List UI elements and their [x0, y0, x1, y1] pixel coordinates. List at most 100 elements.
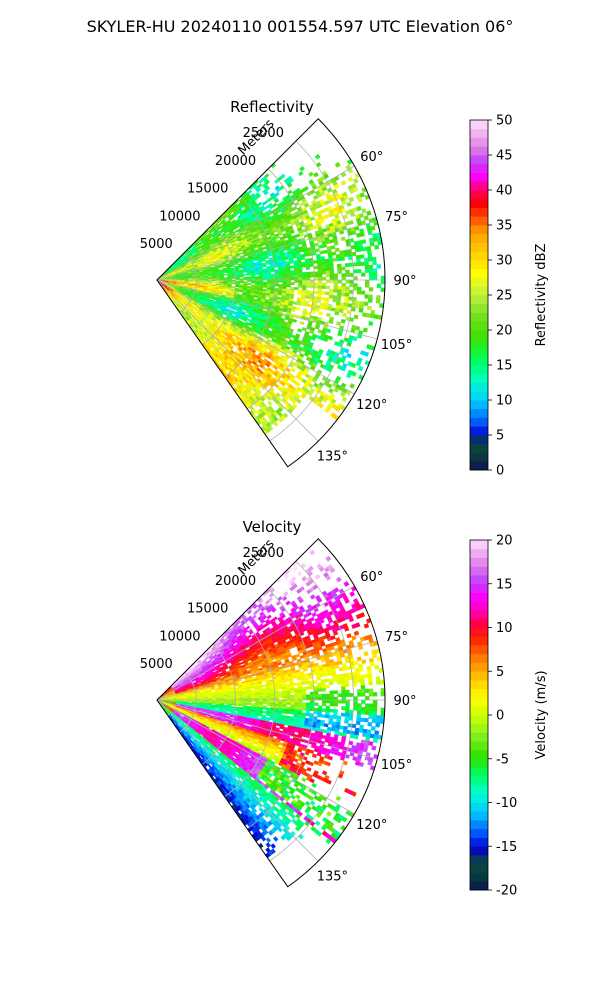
radar-cell	[340, 292, 346, 297]
radar-cell	[366, 305, 372, 311]
radar-cell	[355, 325, 361, 331]
radar-cell	[364, 264, 370, 270]
colorbar-tick-label: 10	[496, 394, 513, 409]
radar-cell	[313, 282, 319, 286]
radar-cell	[317, 282, 323, 287]
radar-cell	[207, 274, 213, 277]
radar-cell	[329, 276, 335, 281]
radar-cell	[292, 255, 298, 259]
radar-cell	[183, 283, 189, 285]
radar-cell	[317, 288, 323, 292]
radar-cell	[333, 241, 339, 246]
radar-cell	[263, 190, 269, 196]
radar-cell	[317, 273, 323, 278]
radar-cell	[254, 276, 260, 279]
radar-cell	[261, 264, 267, 268]
radar-cell	[260, 258, 266, 262]
radar-cell	[274, 283, 280, 287]
radar-cell	[302, 274, 307, 278]
radar-cell	[322, 243, 328, 248]
radar-cell	[257, 201, 263, 207]
panel-title: Velocity	[243, 518, 302, 536]
radar-cell	[329, 273, 335, 278]
radar-cell	[367, 230, 373, 236]
radar-cell	[319, 305, 325, 310]
radar-cell	[340, 318, 346, 324]
radar-cell	[364, 283, 370, 288]
panel-reflectivity: Reflectivity60°75°90°105°120°135°5000100…	[140, 98, 549, 479]
radar-cell	[314, 248, 320, 253]
radar-cell	[367, 298, 373, 303]
radar-cell	[325, 291, 330, 296]
radar-cell	[316, 299, 322, 304]
radar-cell	[309, 282, 315, 286]
radar-cell	[287, 182, 293, 188]
radar-cell	[327, 335, 333, 341]
radar-cell	[289, 260, 294, 264]
radar-cell	[277, 292, 283, 296]
radar-cell	[380, 279, 386, 285]
colorbar-tick-label: 40	[496, 184, 513, 199]
radar-cell	[363, 215, 369, 221]
radar-cell	[294, 272, 299, 276]
radar-cell	[353, 283, 358, 288]
radar-cell	[369, 241, 375, 247]
radar-cell	[294, 274, 299, 278]
radar-cell	[355, 304, 361, 309]
radar-cell	[337, 270, 342, 274]
radar-cell	[337, 279, 343, 284]
radar-cell	[321, 285, 327, 290]
radar-cell	[328, 294, 334, 299]
radar-cell	[290, 274, 295, 278]
colorbar-tick-label: 35	[496, 219, 513, 234]
radar-cell	[309, 274, 315, 278]
radar-cell	[358, 247, 364, 252]
colorbar-swatch	[470, 260, 488, 270]
radar-cell	[286, 272, 291, 276]
radar-cell	[380, 275, 386, 281]
radar-cell	[247, 189, 253, 195]
radar-cell	[290, 282, 295, 286]
radar-cell	[317, 268, 323, 272]
radar-cell	[223, 271, 228, 274]
radar-cell	[366, 210, 372, 216]
radar-cell	[282, 595, 288, 602]
radar-cell	[290, 270, 295, 274]
radar-cell	[354, 247, 360, 253]
radar-cell	[325, 279, 331, 284]
radar-cell	[302, 282, 307, 286]
radar-cell	[253, 295, 259, 298]
radar-cell	[363, 257, 369, 263]
radar-cell	[336, 292, 342, 297]
radar-cell	[251, 614, 257, 620]
radar-cell	[313, 285, 319, 289]
radar-cell	[262, 281, 268, 285]
radar-cell	[333, 279, 338, 284]
radar-cell	[290, 272, 295, 276]
colorbar-swatch	[470, 146, 488, 156]
radar-cell	[335, 576, 342, 583]
radar-cell	[321, 282, 327, 287]
radar-cell	[235, 285, 240, 288]
radar-cell	[309, 285, 315, 289]
radar-cell	[321, 265, 326, 269]
radar-cell	[266, 614, 272, 620]
radar-cell	[323, 249, 329, 254]
radar-cell	[301, 284, 307, 289]
radar-cell	[372, 272, 378, 277]
radar-cell	[297, 267, 303, 271]
radar-cell	[325, 328, 332, 334]
radar-cell	[363, 351, 370, 357]
radar-cell	[353, 314, 359, 320]
colorbar-swatch	[470, 216, 488, 226]
radar-cell	[368, 294, 373, 300]
radar-cell	[299, 302, 305, 307]
radar-cell	[325, 267, 330, 272]
radar-cell	[292, 318, 298, 323]
radar-cell	[306, 274, 311, 278]
colorbar-swatch	[470, 461, 488, 471]
radar-cell	[239, 275, 244, 278]
colorbar-swatch	[470, 435, 488, 445]
radar-cell	[355, 254, 361, 260]
radar-cell	[313, 172, 319, 178]
